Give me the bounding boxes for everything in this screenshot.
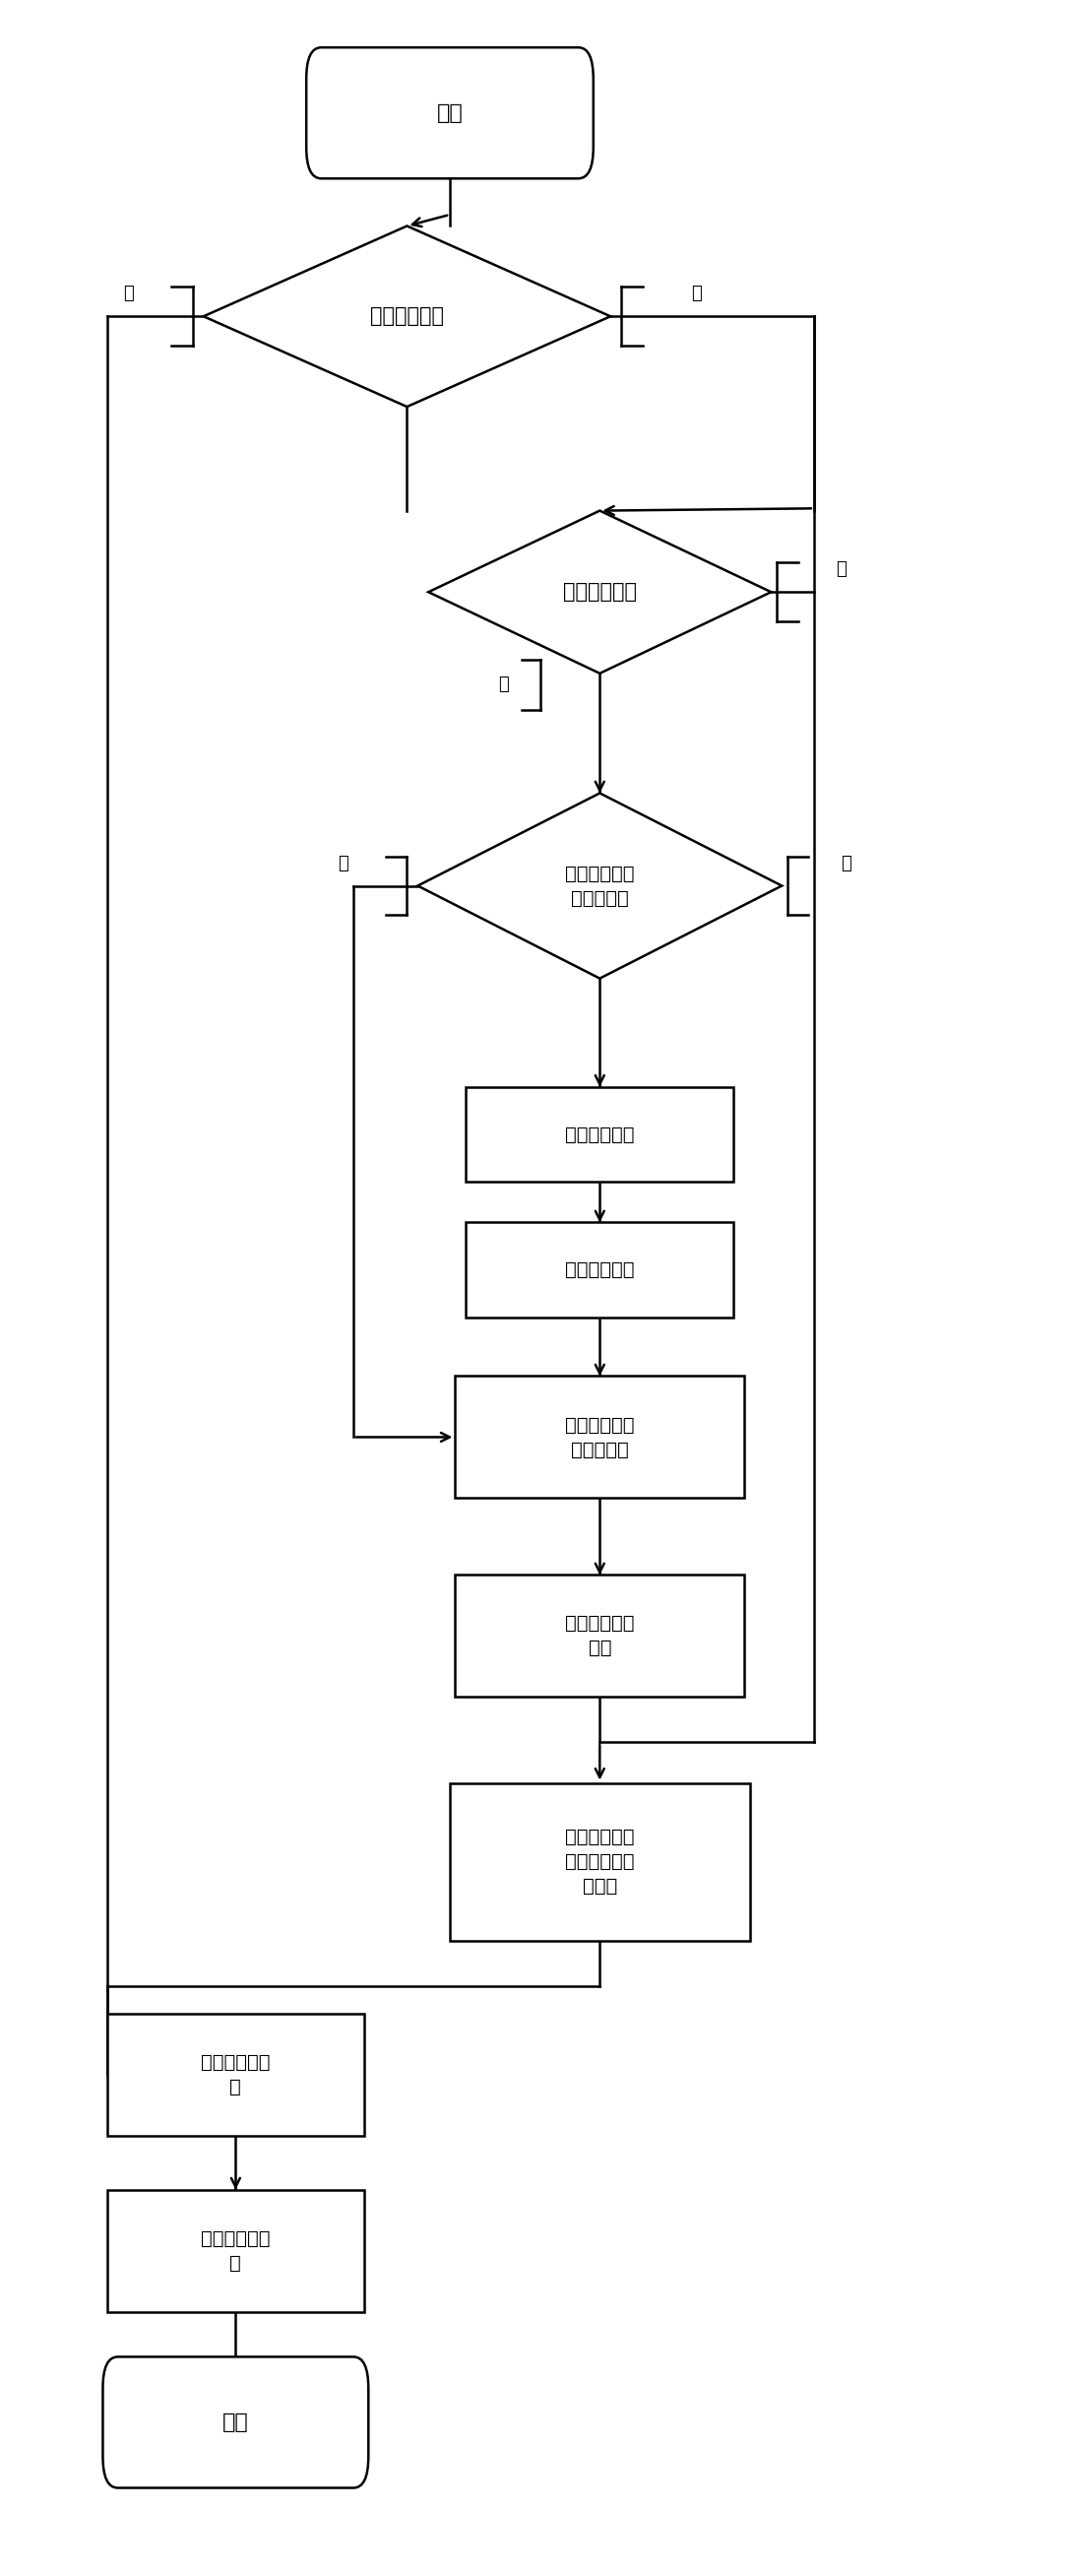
FancyBboxPatch shape — [306, 46, 593, 178]
Text: 将缓冲区标为
脏: 将缓冲区标为 脏 — [201, 2228, 270, 2272]
Polygon shape — [203, 227, 610, 407]
Bar — [455, 1574, 744, 1698]
Text: 否: 否 — [841, 855, 851, 873]
Text: 是: 是 — [123, 286, 134, 301]
Bar — [466, 1087, 734, 1182]
Bar — [466, 1224, 734, 1316]
Text: 否: 否 — [835, 562, 846, 577]
Text: 脏数据所属块
已在私有区: 脏数据所属块 已在私有区 — [565, 863, 634, 907]
Text: 将缓冲区数据
写入私有区: 将缓冲区数据 写入私有区 — [565, 1414, 634, 1458]
Text: 是: 是 — [337, 855, 348, 873]
Bar — [107, 2014, 364, 2136]
Text: 调用读操作将
原始数据读入
缓冲区: 调用读操作将 原始数据读入 缓冲区 — [565, 1829, 634, 1896]
Text: 数据在缓冲区: 数据在缓冲区 — [371, 307, 443, 327]
Text: 缓冲区数据脏: 缓冲区数据脏 — [563, 582, 636, 603]
Polygon shape — [418, 793, 782, 979]
Text: 清除缓冲区脏
标志: 清除缓冲区脏 标志 — [565, 1615, 634, 1656]
Text: 已使用块数加: 已使用块数加 — [565, 1260, 634, 1280]
Bar — [450, 1783, 750, 1942]
Text: 添加一个表项: 添加一个表项 — [565, 1126, 634, 1144]
Text: 结束: 结束 — [223, 2414, 248, 2432]
FancyBboxPatch shape — [103, 2357, 368, 2488]
Polygon shape — [428, 510, 771, 672]
Text: 是: 是 — [498, 675, 509, 693]
Bar — [455, 1376, 744, 1499]
Text: 数据写入缓冲
区: 数据写入缓冲 区 — [201, 2053, 270, 2097]
Text: 否: 否 — [691, 286, 702, 301]
Bar — [107, 2190, 364, 2311]
Text: 开始: 开始 — [437, 103, 463, 124]
